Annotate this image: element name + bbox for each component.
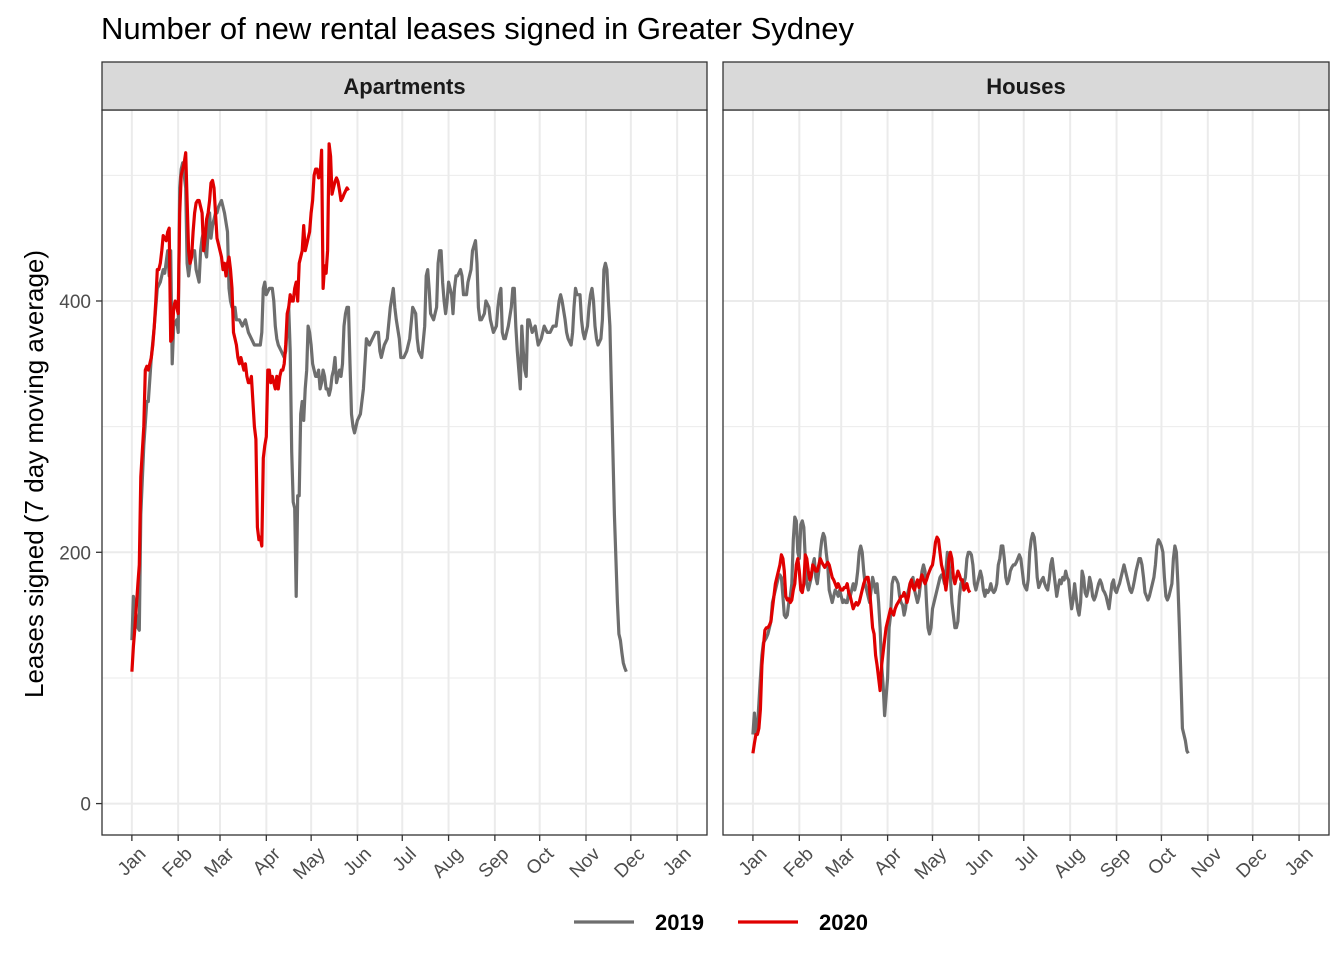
y-tick-label: 200 — [59, 543, 91, 564]
x-tick-label: Feb — [780, 844, 818, 882]
strip-background — [722, 61, 1330, 111]
panel-background — [723, 110, 1329, 835]
x-tick-label: May — [911, 843, 952, 884]
series-line-2019 — [751, 515, 1190, 755]
x-tick-label: Jan — [114, 844, 151, 881]
legend-label: 2019 — [655, 910, 704, 935]
x-tick-label: Nov — [566, 843, 605, 882]
x-tick-label: Aug — [428, 844, 467, 883]
x-tick-label: Aug — [1050, 844, 1089, 883]
x-tick-label: Sep — [475, 844, 514, 883]
x-tick-label: Jul — [389, 844, 421, 876]
strip-label: Houses — [986, 74, 1065, 99]
x-tick-label: Jun — [339, 844, 376, 881]
x-tick-label: Dec — [1232, 844, 1271, 883]
x-tick-label: Dec — [611, 844, 650, 883]
x-tick-label: Mar — [822, 843, 860, 881]
legend-item-2020: 2020 — [738, 910, 868, 935]
x-tick-label: Apr — [870, 843, 906, 879]
y-axis-title: Leases signed (7 day moving average) — [19, 250, 49, 698]
strip-label: Apartments — [343, 74, 465, 99]
series-line-2020 — [130, 142, 350, 672]
legend-label: 2020 — [819, 910, 868, 935]
y-tick-label: 400 — [59, 292, 91, 313]
x-tick-label: Jul — [1010, 844, 1042, 876]
x-tick-label: Jan — [1281, 844, 1318, 881]
strip-background — [101, 61, 708, 111]
x-tick-label: Oct — [522, 843, 558, 879]
x-tick-label: Nov — [1188, 843, 1227, 882]
x-tick-label: Jun — [961, 844, 998, 881]
series-line-2020 — [751, 535, 972, 754]
x-tick-label: Jan — [659, 844, 696, 881]
x-tick-label: May — [289, 843, 330, 884]
legend: 2019 2020 — [574, 910, 868, 935]
chart-title: Number of new rental leases signed in Gr… — [101, 11, 855, 46]
y-tick-label: 0 — [80, 795, 91, 816]
x-tick-label: Jan — [735, 844, 772, 881]
x-tick-label: Oct — [1144, 843, 1180, 879]
x-tick-label: Mar — [201, 843, 239, 881]
x-tick-label: Apr — [249, 843, 285, 879]
x-tick-label: Sep — [1096, 844, 1135, 883]
x-tick-label: Feb — [159, 844, 197, 882]
legend-item-2019: 2019 — [574, 910, 704, 935]
